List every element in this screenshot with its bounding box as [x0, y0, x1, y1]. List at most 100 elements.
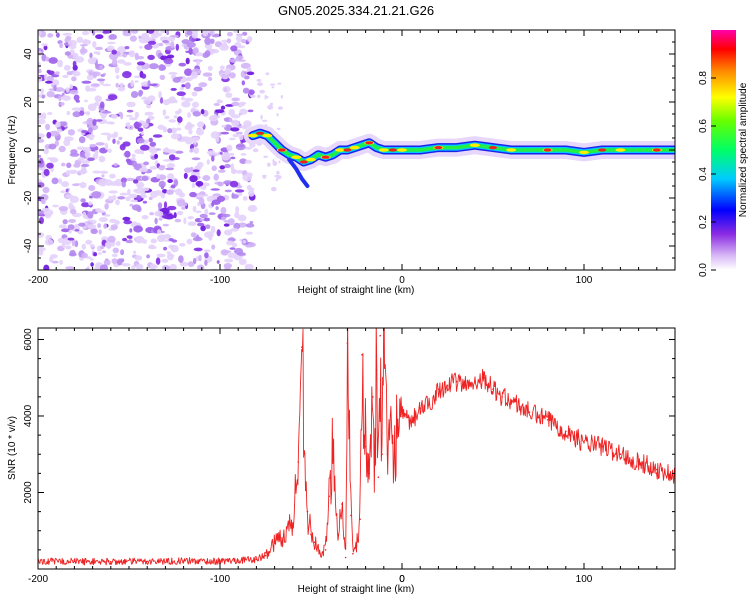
noise-blob	[203, 249, 211, 253]
noise-blob	[63, 64, 71, 71]
noise-blob	[81, 80, 92, 84]
noise-blob	[134, 111, 139, 119]
noise-blob	[168, 244, 175, 249]
noise-blob	[156, 173, 161, 179]
noise-blob	[166, 149, 177, 154]
noise-blob	[146, 104, 152, 109]
noise-blob	[186, 76, 193, 82]
noise-blob	[40, 194, 49, 201]
x-tick-label: -100	[210, 574, 230, 585]
noise-blob	[223, 229, 233, 236]
noise-blob	[190, 71, 198, 79]
noise-blob	[104, 142, 109, 150]
noise-blob	[135, 235, 145, 244]
noise-blob	[170, 34, 180, 38]
noise-blob	[92, 41, 97, 48]
noise-blob	[43, 168, 50, 177]
noise-blob	[155, 257, 161, 265]
noise-blob	[213, 173, 219, 181]
noise-blob	[41, 94, 45, 99]
noise-blob	[101, 30, 112, 34]
noise-blob	[91, 83, 100, 87]
noise-blob	[54, 87, 65, 92]
noise-blob	[200, 108, 205, 115]
noise-blob	[149, 212, 154, 216]
noise-blob	[59, 42, 64, 49]
noise-blob	[260, 114, 263, 120]
noise-blob	[94, 150, 99, 155]
noise-blob	[80, 198, 86, 203]
noise-blob	[45, 80, 53, 84]
noise-blob	[81, 243, 87, 250]
noise-blob	[210, 225, 216, 234]
noise-blob	[242, 87, 250, 94]
noise-blob	[213, 113, 218, 122]
noise-blob	[187, 112, 192, 118]
noise-blob	[269, 102, 274, 106]
colorbar-tick-label: 0.0	[698, 263, 709, 277]
noise-blob	[89, 52, 93, 59]
noise-blob	[174, 150, 184, 154]
noise-blob	[271, 86, 275, 89]
snr-point	[355, 545, 358, 547]
noise-blob	[245, 223, 255, 228]
ridge-peak	[598, 148, 607, 152]
noise-blob	[83, 38, 88, 44]
noise-blob	[206, 150, 216, 155]
noise-blob	[183, 172, 188, 179]
x-tick-label: -200	[28, 275, 48, 286]
noise-blob	[216, 229, 221, 237]
noise-blob	[231, 119, 240, 128]
noise-blob	[93, 252, 97, 257]
noise-blob	[65, 87, 70, 93]
noise-blob	[141, 175, 149, 182]
noise-blob	[122, 71, 132, 79]
noise-blob	[148, 196, 153, 201]
noise-blob	[179, 87, 185, 90]
colorbar-gradient	[711, 30, 736, 270]
noise-blob	[149, 165, 158, 170]
noise-blob	[176, 76, 183, 80]
noise-blob	[247, 36, 253, 43]
noise-blob	[140, 151, 144, 155]
noise-blob	[48, 88, 59, 91]
noise-blob	[107, 133, 111, 141]
colorbar-label: Normalized spectral amplitude	[738, 82, 749, 217]
noise-blob	[193, 147, 199, 154]
noise-blob	[191, 32, 198, 39]
noise-blob	[179, 261, 189, 267]
noise-blob	[99, 264, 109, 270]
noise-blob	[202, 175, 211, 181]
noise-blob	[108, 190, 118, 194]
noise-blob	[107, 235, 116, 243]
noise-blob	[185, 50, 190, 53]
noise-blob	[129, 117, 138, 121]
noise-blob	[150, 238, 157, 244]
noise-blob	[267, 162, 271, 167]
snr-point	[377, 476, 380, 479]
noise-blob	[247, 205, 258, 212]
noise-blob	[98, 252, 102, 255]
x-tick-label: 0	[399, 275, 405, 286]
noise-blob	[117, 86, 126, 92]
noise-blob	[160, 30, 166, 34]
noise-blob	[191, 183, 196, 188]
noise-blob	[159, 74, 166, 81]
noise-blob	[47, 157, 54, 160]
noise-blob	[229, 137, 236, 141]
noise-blob	[131, 30, 139, 34]
noise-blob	[162, 109, 167, 116]
colorbar-tick-label: 0.8	[698, 71, 709, 85]
noise-blob	[67, 129, 75, 136]
noise-blob	[150, 190, 158, 199]
noise-blob	[221, 41, 228, 49]
noise-blob	[72, 183, 80, 187]
noise-blob	[167, 253, 174, 261]
noise-blob	[65, 170, 70, 176]
noise-blob	[49, 256, 54, 263]
noise-blob	[168, 119, 177, 123]
noise-blob	[43, 45, 48, 51]
noise-blob	[46, 131, 52, 139]
noise-blob	[65, 194, 74, 199]
noise-blob	[176, 199, 186, 207]
